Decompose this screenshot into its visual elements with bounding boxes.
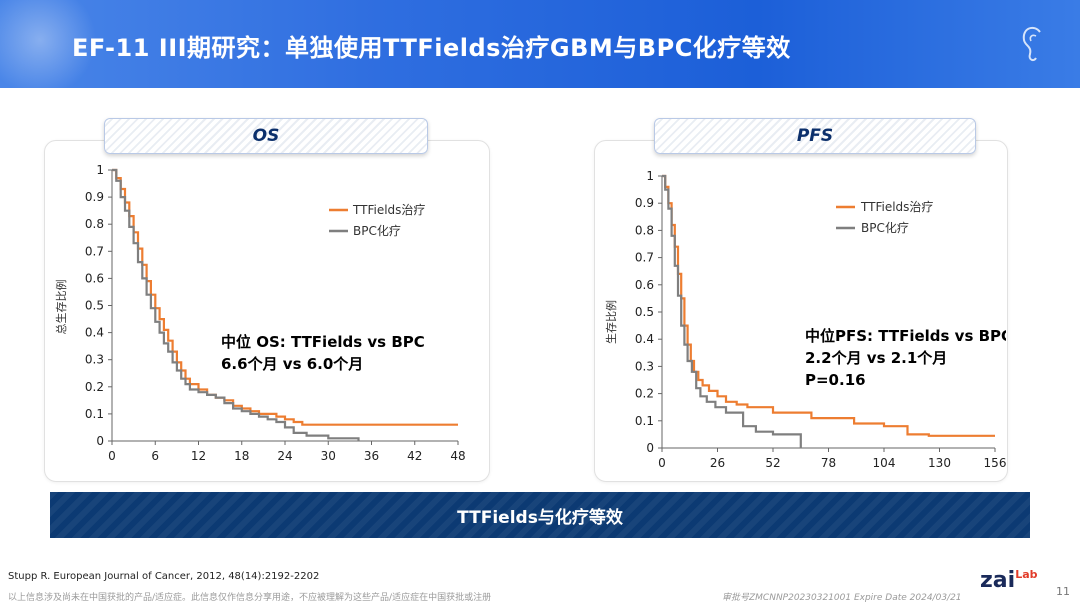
os-x-tick-label: 6 <box>151 449 159 463</box>
pfs-y-tick-label: 0.4 <box>635 332 654 346</box>
os-x-tick-label: 30 <box>321 449 336 463</box>
pfs-x-tick-label: 78 <box>821 456 836 470</box>
pfs-legend-label-bpc: BPC化疗 <box>861 221 909 235</box>
os-y-tick-label: 0.4 <box>85 326 104 340</box>
conclusion-banner: TTFields与化疗等效 <box>50 492 1030 538</box>
os-y-tick-label: 0.8 <box>85 217 104 231</box>
os-median-annotation-line2: 6.6个月 vs 6.0个月 <box>221 355 363 373</box>
pfs-chart: 生存比例 TTFields治疗 BPC化疗 中位PFS: TTFields vs… <box>604 169 1006 470</box>
pfs-axes: 0 0.1 0.2 0.3 0.4 0.5 0.6 0.7 0.8 0.9 1 0 26 52 78 104 1… <box>635 169 1006 470</box>
os-y-tick-label: 0.6 <box>85 271 104 285</box>
os-series-bpc-line <box>112 168 360 441</box>
os-y-tick-label: 0.7 <box>85 244 104 258</box>
pfs-median-annotation-line2: 2.2个月 vs 2.1个月 <box>805 349 947 367</box>
pfs-series-bpc-line <box>662 174 802 448</box>
pfs-y-tick-label: 0.6 <box>635 278 654 292</box>
os-x-tick-label: 48 <box>450 449 465 463</box>
os-x-tick-label: 12 <box>191 449 206 463</box>
pfs-legend-label-ttfields: TTFields治疗 <box>860 200 933 214</box>
os-x-tick-label: 36 <box>364 449 379 463</box>
pfs-y-tick-label: 0.7 <box>635 251 654 265</box>
os-median-annotation-line1: 中位 OS: TTFields vs BPC <box>221 333 425 351</box>
pfs-y-tick-label: 0.8 <box>635 223 654 237</box>
os-x-tick-label: 18 <box>234 449 249 463</box>
pfs-x-tick-label: 156 <box>984 456 1006 470</box>
os-x-tick-label: 0 <box>108 449 116 463</box>
title-bar: EF-11 III期研究：单独使用TTFields治疗GBM与BPC化疗等效 <box>0 0 1080 88</box>
pfs-panel-label: PFS <box>654 118 976 154</box>
os-axes: 0 0.1 0.2 0.3 0.4 0.5 0.6 0.7 0.8 0.9 1 0 6 12 18 24 30 3… <box>85 163 466 463</box>
os-y-tick-label: 0.2 <box>85 380 104 394</box>
os-x-tick-label: 42 <box>407 449 422 463</box>
pfs-y-tick-label: 0.3 <box>635 359 654 373</box>
pfs-x-tick-label: 52 <box>765 456 780 470</box>
pfs-y-tick-label: 0.5 <box>635 305 654 319</box>
pfs-legend: TTFields治疗 BPC化疗 <box>836 200 933 235</box>
os-chart: 总生存比例 TTFields治疗 BPC化疗 中位 OS: TTFields v… <box>54 163 466 463</box>
pfs-y-axis-label: 生存比例 <box>604 300 618 344</box>
pfs-p-value: P=0.16 <box>805 371 866 389</box>
zailab-logo: zaiLab <box>980 568 1038 593</box>
os-legend-label-bpc: BPC化疗 <box>353 224 401 238</box>
pfs-y-tick-label: 0 <box>646 441 654 455</box>
banner-stripes <box>50 492 1030 538</box>
os-x-tick-label: 24 <box>277 449 292 463</box>
pfs-x-tick-label: 26 <box>710 456 725 470</box>
os-legend-label-ttfields: TTFields治疗 <box>352 203 425 217</box>
pfs-series-ttfields-line <box>662 174 995 437</box>
os-y-tick-label: 0.1 <box>85 407 104 421</box>
pfs-y-tick-label: 0.9 <box>635 196 654 210</box>
pfs-median-annotation-line1: 中位PFS: TTFields vs BPC <box>805 327 1006 345</box>
pfs-chart-card <box>594 140 1008 482</box>
os-y-tick-label: 0.5 <box>85 299 104 313</box>
ear-icon <box>1022 26 1041 62</box>
os-y-axis-label: 总生存比例 <box>54 280 68 335</box>
page-number: 11 <box>1056 585 1070 598</box>
pfs-x-tick-label: 0 <box>658 456 666 470</box>
disclaimer-text: 以上信息涉及尚未在中国获批的产品/适应症。此信息仅作信息分享用途，不应被理解为这… <box>8 593 492 603</box>
brain-decoration <box>0 0 120 88</box>
os-y-tick-label: 0.3 <box>85 353 104 367</box>
os-y-tick-label: 0 <box>96 434 104 448</box>
conclusion-text: TTFields与化疗等效 <box>457 507 623 528</box>
pfs-y-tick-label: 1 <box>646 169 654 183</box>
page-title: EF-11 III期研究：单独使用TTFields治疗GBM与BPC化疗等效 <box>72 34 791 62</box>
os-y-tick-label: 1 <box>96 163 104 177</box>
os-legend: TTFields治疗 BPC化疗 <box>329 203 425 238</box>
os-panel-label: OS <box>104 118 428 154</box>
reference-citation: Stupp R. European Journal of Cancer, 201… <box>8 571 320 582</box>
pfs-y-tick-label: 0.2 <box>635 387 654 401</box>
os-y-tick-label: 0.9 <box>85 190 104 204</box>
approval-number: 审批号ZMCNNP20230321001 Expire Date 2024/03… <box>722 593 962 603</box>
pfs-x-tick-label: 104 <box>873 456 896 470</box>
pfs-x-tick-label: 130 <box>928 456 951 470</box>
pfs-y-tick-label: 0.1 <box>635 414 654 428</box>
